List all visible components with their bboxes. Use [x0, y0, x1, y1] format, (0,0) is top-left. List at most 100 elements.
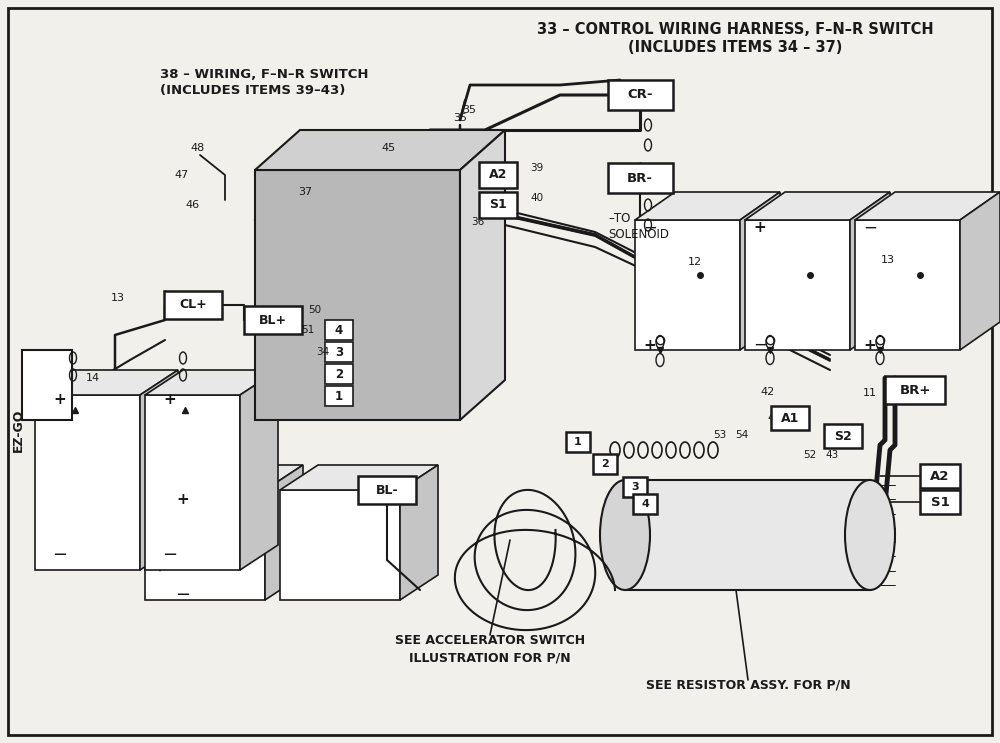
- Text: (INCLUDES ITEMS 39–43): (INCLUDES ITEMS 39–43): [160, 84, 345, 97]
- Text: 3: 3: [632, 478, 639, 488]
- Bar: [920, 464, 960, 488]
- Bar: [608, 163, 672, 193]
- Bar: [824, 424, 862, 448]
- Polygon shape: [255, 170, 460, 420]
- Text: 3: 3: [631, 482, 639, 492]
- Text: +: +: [177, 493, 189, 507]
- Text: 50: 50: [308, 305, 322, 315]
- Bar: [22, 350, 72, 420]
- Text: 2: 2: [335, 368, 343, 380]
- Text: 13: 13: [881, 255, 895, 265]
- Polygon shape: [35, 370, 178, 395]
- Polygon shape: [635, 192, 780, 220]
- Text: 13: 13: [111, 293, 125, 303]
- Polygon shape: [745, 192, 890, 220]
- Bar: [325, 386, 353, 406]
- Bar: [358, 476, 416, 504]
- Polygon shape: [255, 130, 505, 170]
- Text: −: −: [643, 219, 657, 237]
- Text: 4: 4: [641, 499, 649, 509]
- Text: BR-: BR-: [627, 172, 653, 184]
- Bar: [593, 454, 617, 474]
- Text: 54: 54: [735, 430, 749, 440]
- Bar: [479, 192, 517, 218]
- Text: 38 – WIRING, F–N–R SWITCH: 38 – WIRING, F–N–R SWITCH: [160, 68, 368, 81]
- Text: −: −: [175, 586, 191, 604]
- Text: −: −: [162, 546, 178, 564]
- Text: 1: 1: [335, 389, 343, 403]
- Ellipse shape: [600, 480, 650, 590]
- Bar: [325, 342, 353, 362]
- Polygon shape: [625, 480, 870, 590]
- Text: 53: 53: [713, 430, 727, 440]
- Text: 12: 12: [688, 257, 702, 267]
- Polygon shape: [850, 192, 890, 350]
- Text: +: +: [164, 392, 176, 407]
- Text: S1: S1: [489, 198, 507, 212]
- Text: BR+: BR+: [899, 383, 931, 397]
- Bar: [325, 364, 353, 384]
- Text: S1: S1: [931, 496, 949, 508]
- Bar: [623, 477, 647, 497]
- Text: 39: 39: [530, 163, 544, 173]
- Bar: [608, 80, 672, 110]
- Text: 34: 34: [316, 347, 330, 357]
- Text: CL+: CL+: [179, 299, 207, 311]
- Text: EZ-GO: EZ-GO: [12, 409, 24, 452]
- Text: SEE ACCELERATOR SWITCH: SEE ACCELERATOR SWITCH: [395, 634, 585, 646]
- Text: −: −: [863, 219, 877, 237]
- Text: 2: 2: [601, 455, 609, 465]
- Polygon shape: [280, 465, 438, 490]
- Text: CR-: CR-: [627, 88, 653, 102]
- Text: 4: 4: [335, 323, 343, 337]
- Polygon shape: [635, 220, 740, 350]
- Bar: [771, 406, 809, 430]
- Text: ILLUSTRATION FOR P/N: ILLUSTRATION FOR P/N: [409, 652, 571, 664]
- Text: 42: 42: [761, 387, 775, 397]
- Text: 11: 11: [863, 388, 877, 398]
- Text: 36: 36: [471, 217, 485, 227]
- Text: 35: 35: [453, 113, 467, 123]
- Text: 35: 35: [462, 105, 476, 115]
- Text: −: −: [52, 546, 68, 564]
- Polygon shape: [240, 370, 278, 570]
- Text: 3: 3: [335, 345, 343, 359]
- Text: 52: 52: [803, 450, 817, 460]
- Polygon shape: [145, 395, 240, 570]
- Text: BL-: BL-: [376, 484, 398, 496]
- Text: +: +: [754, 221, 766, 236]
- Polygon shape: [400, 465, 438, 600]
- Polygon shape: [145, 370, 278, 395]
- Ellipse shape: [845, 480, 895, 590]
- Bar: [479, 162, 517, 188]
- Polygon shape: [855, 220, 960, 350]
- Text: 45: 45: [381, 143, 395, 153]
- Text: 14: 14: [86, 373, 100, 383]
- Polygon shape: [265, 465, 303, 600]
- Text: (INCLUDES ITEMS 34 – 37): (INCLUDES ITEMS 34 – 37): [628, 40, 842, 55]
- Text: A1: A1: [781, 412, 799, 424]
- Text: A2: A2: [930, 470, 950, 482]
- Text: S2: S2: [834, 429, 852, 443]
- Polygon shape: [140, 370, 178, 570]
- Text: 44: 44: [256, 322, 270, 332]
- Text: 43: 43: [825, 450, 839, 460]
- Text: 41: 41: [768, 413, 782, 423]
- Text: –TO: –TO: [608, 212, 630, 224]
- Text: +: +: [54, 392, 66, 407]
- Text: SEE RESISTOR ASSY. FOR P/N: SEE RESISTOR ASSY. FOR P/N: [646, 678, 850, 692]
- Text: 2: 2: [601, 459, 609, 469]
- Polygon shape: [35, 395, 140, 570]
- Text: +: +: [864, 337, 876, 352]
- Text: +: +: [644, 337, 656, 352]
- Bar: [325, 320, 353, 340]
- Text: BL+: BL+: [259, 314, 287, 326]
- Polygon shape: [280, 490, 400, 600]
- Text: 1: 1: [574, 437, 582, 447]
- Text: −: −: [753, 336, 767, 354]
- Polygon shape: [855, 192, 1000, 220]
- Polygon shape: [145, 465, 303, 490]
- Text: 1: 1: [574, 433, 582, 443]
- Polygon shape: [145, 490, 265, 600]
- Text: 33 – CONTROL WIRING HARNESS, F–N–R SWITCH: 33 – CONTROL WIRING HARNESS, F–N–R SWITC…: [537, 22, 933, 37]
